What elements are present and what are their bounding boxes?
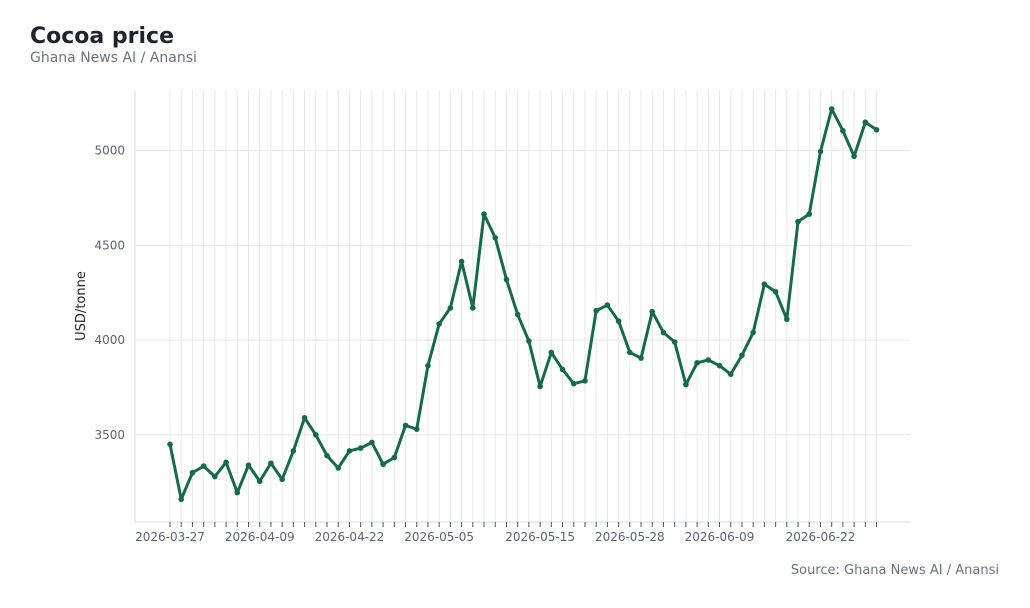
data-point [671, 339, 678, 345]
data-point [604, 302, 611, 308]
y-tick-label: 5000 [94, 144, 125, 158]
y-tick-label: 4000 [94, 333, 125, 347]
data-point [694, 360, 700, 366]
data-point [380, 461, 386, 468]
axes [134, 90, 910, 523]
data-point [447, 305, 454, 311]
x-ticks: 2026-03-27 2026-04-09 2026-04-22 2026-05-05… [135, 522, 878, 544]
data-point [256, 478, 263, 485]
data-point [761, 281, 768, 288]
data-point [840, 127, 846, 134]
y-tick-label: 3500 [94, 428, 125, 442]
data-point [301, 414, 308, 421]
data-point [862, 119, 869, 126]
data-point [705, 357, 712, 363]
data-point [817, 148, 824, 155]
data-point [413, 426, 420, 432]
x-tick-label: 2026-06-09 [685, 530, 755, 544]
data-point [178, 496, 185, 503]
data-point [470, 305, 476, 311]
data-point [683, 381, 689, 388]
x-tick-label: 2026-05-28 [595, 530, 665, 544]
data-point [828, 106, 835, 112]
x-tick-label: 2026-05-05 [404, 530, 474, 544]
series-group [167, 106, 880, 503]
data-point [346, 448, 353, 454]
data-point [638, 355, 644, 361]
data-point [200, 463, 207, 469]
data-point [615, 318, 622, 324]
data-point [245, 462, 252, 468]
data-point [167, 441, 173, 448]
chart-subtitle: Ghana News AI / Anansi [30, 50, 197, 66]
data-point [436, 321, 442, 327]
data-point [627, 349, 633, 356]
y-axis-label: USD/tonne [74, 271, 89, 341]
data-point [268, 460, 274, 467]
data-point [784, 316, 790, 323]
x-tick-label: 2026-05-15 [505, 530, 575, 544]
data-point [503, 276, 510, 283]
data-point [234, 489, 241, 496]
data-point [425, 362, 431, 369]
data-point [873, 126, 880, 133]
y-ticks: 3500 4000 4500 5000 [94, 144, 125, 442]
data-point [750, 329, 756, 336]
chart-title: Cocoa price [30, 24, 175, 49]
data-point [548, 349, 555, 356]
data-point [312, 432, 319, 438]
data-point [492, 234, 499, 241]
data-point [357, 445, 364, 451]
data-point [570, 380, 577, 387]
data-point [212, 473, 218, 480]
data-point [514, 311, 521, 318]
data-point [369, 439, 375, 446]
horizontal-gridlines [135, 150, 910, 436]
data-point [279, 476, 285, 483]
data-point [727, 371, 734, 378]
data-point [290, 448, 297, 454]
data-point [559, 366, 566, 373]
data-point [481, 211, 487, 217]
data-point [526, 338, 532, 344]
data-point [795, 218, 801, 225]
data-point [739, 352, 745, 359]
data-point [458, 258, 465, 265]
data-point [593, 307, 599, 314]
y-tick-label: 4500 [94, 238, 125, 252]
data-point [189, 469, 196, 476]
data-point [335, 465, 342, 471]
data-point [851, 153, 857, 160]
data-point [223, 459, 229, 466]
data-point [772, 288, 779, 295]
data-point [716, 362, 723, 369]
x-tick-label: 2026-06-22 [786, 530, 856, 544]
data-point [537, 383, 543, 390]
data-point [660, 329, 667, 336]
data-point [806, 211, 813, 217]
x-tick-label: 2026-04-22 [315, 530, 385, 544]
data-point [402, 422, 409, 429]
source-note: Source: Ghana News AI / Anansi [790, 563, 999, 578]
data-point [582, 378, 588, 384]
data-point [649, 308, 656, 315]
price-line [168, 107, 879, 501]
x-tick-label: 2026-03-27 [135, 530, 205, 544]
x-tick-label: 2026-04-09 [225, 530, 295, 544]
data-point [324, 452, 330, 459]
vertical-gridlines [169, 90, 878, 522]
data-point [391, 454, 398, 461]
